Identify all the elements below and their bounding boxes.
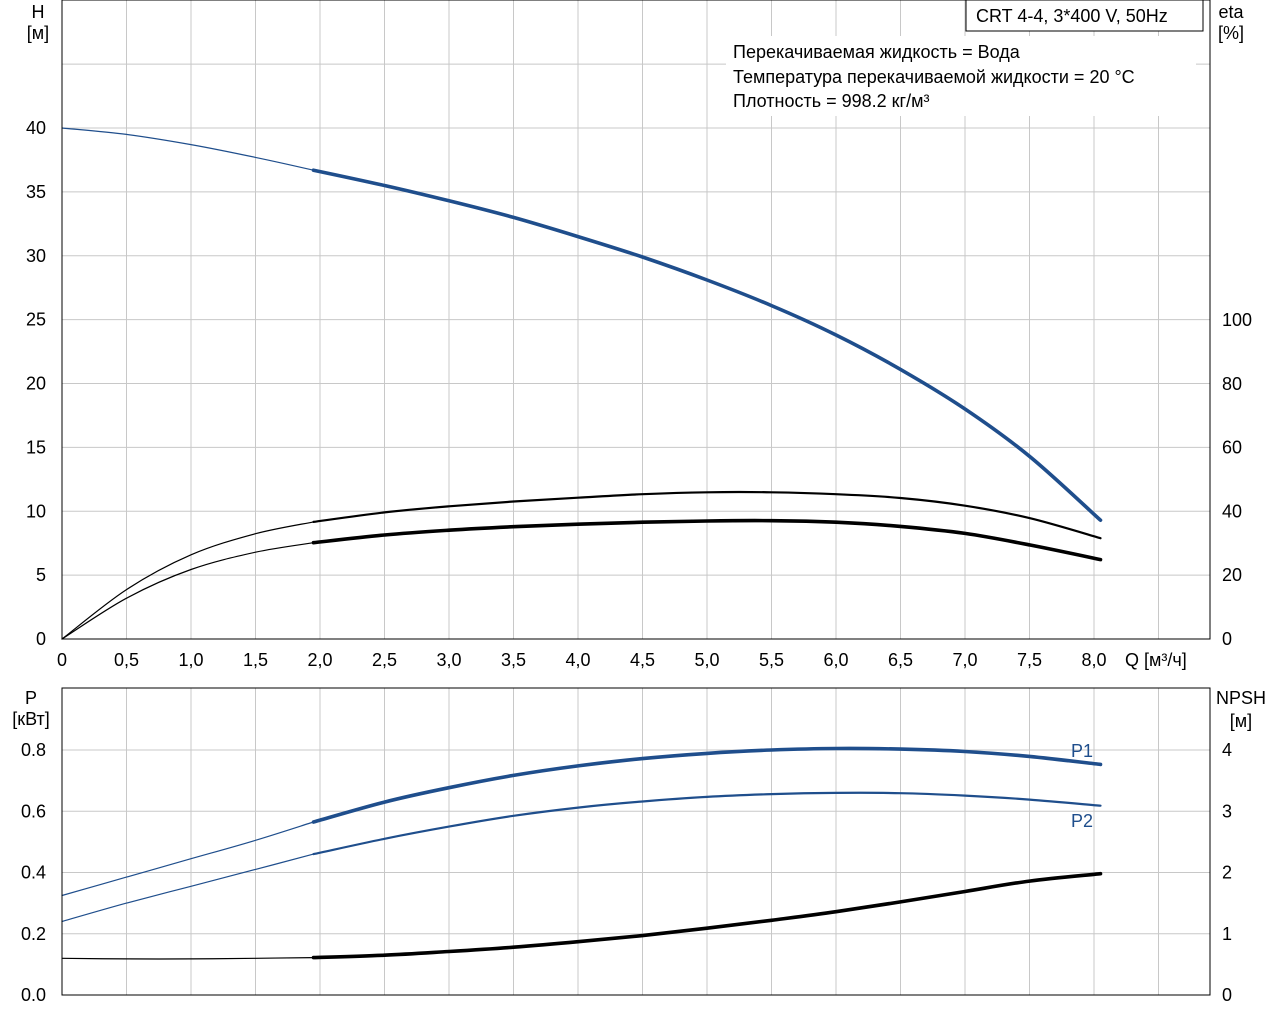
head-tick-label: 25 bbox=[26, 310, 46, 330]
eta-tick-label: 80 bbox=[1222, 374, 1242, 394]
fluid-info-line-2: Температура перекачиваемой жидкости = 20… bbox=[733, 67, 1135, 87]
npsh-tick-label: 0 bbox=[1222, 985, 1232, 1005]
head-tick-label: 0 bbox=[36, 629, 46, 649]
upper-series-1-curve-extended bbox=[61, 542, 315, 640]
npsh-tick-label: 3 bbox=[1222, 801, 1232, 821]
x-tick-label: 7,5 bbox=[1017, 650, 1042, 670]
upper-series-2-curve-extended bbox=[61, 521, 315, 640]
p1-series-label: P1 bbox=[1071, 741, 1093, 761]
x-tick-label: 5,5 bbox=[759, 650, 784, 670]
lower-chart-grid bbox=[62, 688, 1210, 995]
upper-series-0-curve-operating bbox=[311, 168, 1103, 522]
lower-series-p2-curve-operating bbox=[312, 791, 1102, 856]
power-tick-label: 0.4 bbox=[21, 863, 46, 883]
product-label: CRT 4-4, 3*400 V, 50Hz bbox=[976, 6, 1168, 26]
upper-series-0-curve-extended bbox=[61, 127, 315, 171]
power-tick-label: 0.2 bbox=[21, 924, 46, 944]
head-tick-label: 35 bbox=[26, 182, 46, 202]
power-tick-label: 0.6 bbox=[21, 801, 46, 821]
info-box-background bbox=[726, 36, 1196, 116]
head-axis-label-line1: H bbox=[32, 2, 45, 22]
eta-axis-label-line1: eta bbox=[1218, 2, 1244, 22]
lower-series-p1-curve-extended bbox=[61, 821, 315, 897]
head-tick-label: 20 bbox=[26, 374, 46, 394]
lower-series-2-curve-extended bbox=[61, 957, 315, 960]
x-tick-label: 3,0 bbox=[436, 650, 461, 670]
x-tick-label: 6,0 bbox=[823, 650, 848, 670]
npsh-axis-label-line1: NPSH bbox=[1216, 688, 1266, 708]
x-tick-label: 0,5 bbox=[114, 650, 139, 670]
x-tick-label: 3,5 bbox=[501, 650, 526, 670]
product-label-box bbox=[965, 0, 1204, 32]
lower-chart-frame bbox=[61, 687, 1211, 996]
upper-chart-curves bbox=[61, 127, 1103, 640]
npsh-axis-tick-labels: 0 1 2 3 4 bbox=[1222, 740, 1232, 1005]
lower-series-p1-curve-operating bbox=[311, 746, 1103, 824]
head-tick-label: 30 bbox=[26, 246, 46, 266]
x-tick-label: 1,0 bbox=[178, 650, 203, 670]
power-tick-label: 0.0 bbox=[21, 985, 46, 1005]
power-axis-label-line1: P bbox=[25, 688, 37, 708]
head-tick-label: 40 bbox=[26, 118, 46, 138]
lower-series-p2-curve-extended bbox=[61, 853, 315, 923]
upper-chart-frame bbox=[61, 0, 1211, 640]
head-axis-label-line2: [м] bbox=[27, 23, 49, 43]
eta-axis-tick-labels: 0 20 40 60 80 100 bbox=[1222, 310, 1252, 649]
flow-axis-label: Q [м³/ч] bbox=[1125, 650, 1187, 670]
npsh-tick-label: 2 bbox=[1222, 863, 1232, 883]
lower-series-2-curve-operating bbox=[311, 871, 1103, 960]
upper-series-2-curve-operating bbox=[312, 490, 1102, 540]
head-tick-label: 15 bbox=[26, 437, 46, 457]
eta-tick-label: 20 bbox=[1222, 565, 1242, 585]
eta-tick-label: 40 bbox=[1222, 501, 1242, 521]
x-tick-label: 2,0 bbox=[307, 650, 332, 670]
x-tick-label: 6,5 bbox=[888, 650, 913, 670]
lower-chart-curves bbox=[61, 746, 1103, 960]
power-axis-label-line2: [кВт] bbox=[12, 709, 50, 729]
eta-tick-label: 0 bbox=[1222, 629, 1232, 649]
x-tick-label: 8,0 bbox=[1081, 650, 1106, 670]
x-tick-label: 4,0 bbox=[565, 650, 590, 670]
npsh-axis-label-line2: [м] bbox=[1230, 711, 1252, 731]
x-axis-tick-labels: 0 0,5 1,0 1,5 2,0 2,5 3,0 3,5 4,0 4,5 5,0 5,5 6,0 6,5… bbox=[57, 650, 1107, 670]
npsh-tick-label: 1 bbox=[1222, 924, 1232, 944]
x-tick-label: 0 bbox=[57, 650, 67, 670]
npsh-tick-label: 4 bbox=[1222, 740, 1232, 760]
fluid-info-line-3: Плотность = 998.2 кг/м³ bbox=[733, 91, 929, 111]
x-tick-label: 2,5 bbox=[372, 650, 397, 670]
head-tick-label: 5 bbox=[36, 565, 46, 585]
upper-series-1-curve-operating bbox=[311, 518, 1103, 562]
power-tick-label: 0.8 bbox=[21, 740, 46, 760]
eta-tick-label: 100 bbox=[1222, 310, 1252, 330]
head-tick-label: 10 bbox=[26, 501, 46, 521]
power-axis-tick-labels: 0.0 0.2 0.4 0.6 0.8 bbox=[21, 740, 46, 1005]
fluid-info-line-1: Перекачиваемая жидкость = Вода bbox=[733, 42, 1021, 62]
x-tick-label: 5,0 bbox=[694, 650, 719, 670]
eta-axis-label-line2: [%] bbox=[1218, 23, 1244, 43]
eta-tick-label: 60 bbox=[1222, 438, 1242, 458]
p2-series-label: P2 bbox=[1071, 811, 1093, 831]
x-tick-label: 1,5 bbox=[243, 650, 268, 670]
x-tick-label: 4,5 bbox=[630, 650, 655, 670]
head-axis-tick-labels: 0 5 10 15 20 25 30 35 40 bbox=[26, 118, 46, 649]
x-tick-label: 7,0 bbox=[952, 650, 977, 670]
